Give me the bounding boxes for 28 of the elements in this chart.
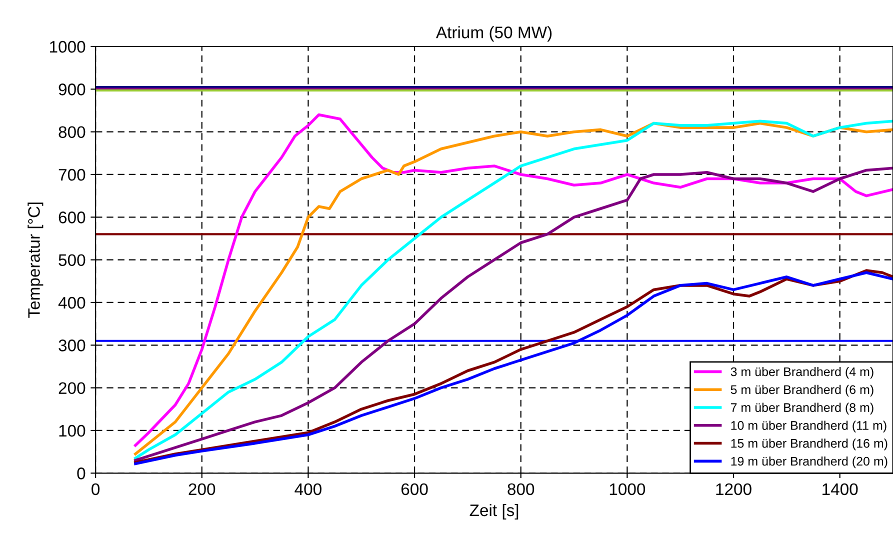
x-tick-label: 0	[92, 483, 100, 496]
y-tick-label: 800	[58, 126, 86, 138]
y-tick-label: 1000	[50, 40, 86, 53]
y-tick-label: 900	[58, 84, 86, 96]
y-axis-title: Temperatur [°C]	[28, 202, 44, 318]
legend-label: 7 m über Brandherd (8 m)	[730, 402, 874, 414]
legend-label: 15 m über Brandherd (16 m)	[731, 438, 888, 450]
x-tick-label: 800	[508, 483, 534, 496]
y-tick-label: 400	[58, 296, 86, 309]
x-tick-label: 600	[401, 483, 428, 496]
y-tick-label: 500	[58, 254, 86, 266]
x-axis-title: Zeit [s]	[470, 504, 518, 520]
x-tick-label: 200	[188, 483, 216, 496]
x-tick-label: 1200	[716, 483, 752, 496]
y-tick-label: 100	[59, 424, 86, 437]
legend-label: 3 m über Brandherd (4 m)	[730, 366, 874, 379]
legend-label: 5 m über Brandherd (6 m)	[730, 384, 874, 397]
y-tick-label: 0	[77, 468, 86, 480]
y-tick-label: 200	[58, 382, 86, 394]
legend-label: 19 m über Brandherd (20 m)	[731, 456, 888, 468]
y-tick-label: 300	[58, 340, 86, 352]
x-tick-label: 1000	[610, 483, 646, 496]
x-tick-label: 1400	[822, 483, 858, 496]
y-tick-label: 600	[58, 212, 86, 224]
x-tick-label: 400	[294, 483, 322, 496]
chart-title: Atrium (50 MW)	[436, 26, 552, 42]
y-tick-label: 700	[58, 168, 86, 181]
legend-label: 10 m über Brandherd (11 m)	[731, 420, 886, 432]
